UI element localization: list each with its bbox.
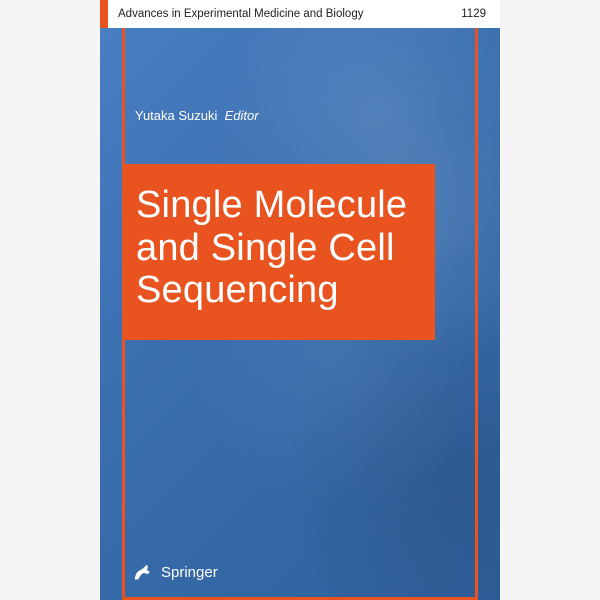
book-title: Single Molecule and Single Cell Sequenci… [136,184,419,312]
series-number: 1129 [461,8,486,20]
series-name: Advances in Experimental Medicine and Bi… [118,8,363,20]
book-cover: Advances in Experimental Medicine and Bi… [100,0,500,600]
series-bar: Advances in Experimental Medicine and Bi… [100,0,500,28]
editor-name: Yutaka Suzuki [135,108,217,123]
title-block: Single Molecule and Single Cell Sequenci… [122,164,435,340]
springer-horse-icon [131,561,153,583]
editor-role: Editor [225,108,259,123]
publisher-name: Springer [161,564,218,581]
publisher-block: Springer [131,561,218,583]
editor-line: Yutaka Suzuki Editor [135,108,259,123]
cover-frame: Yutaka Suzuki Editor Single Molecule and… [122,28,478,600]
